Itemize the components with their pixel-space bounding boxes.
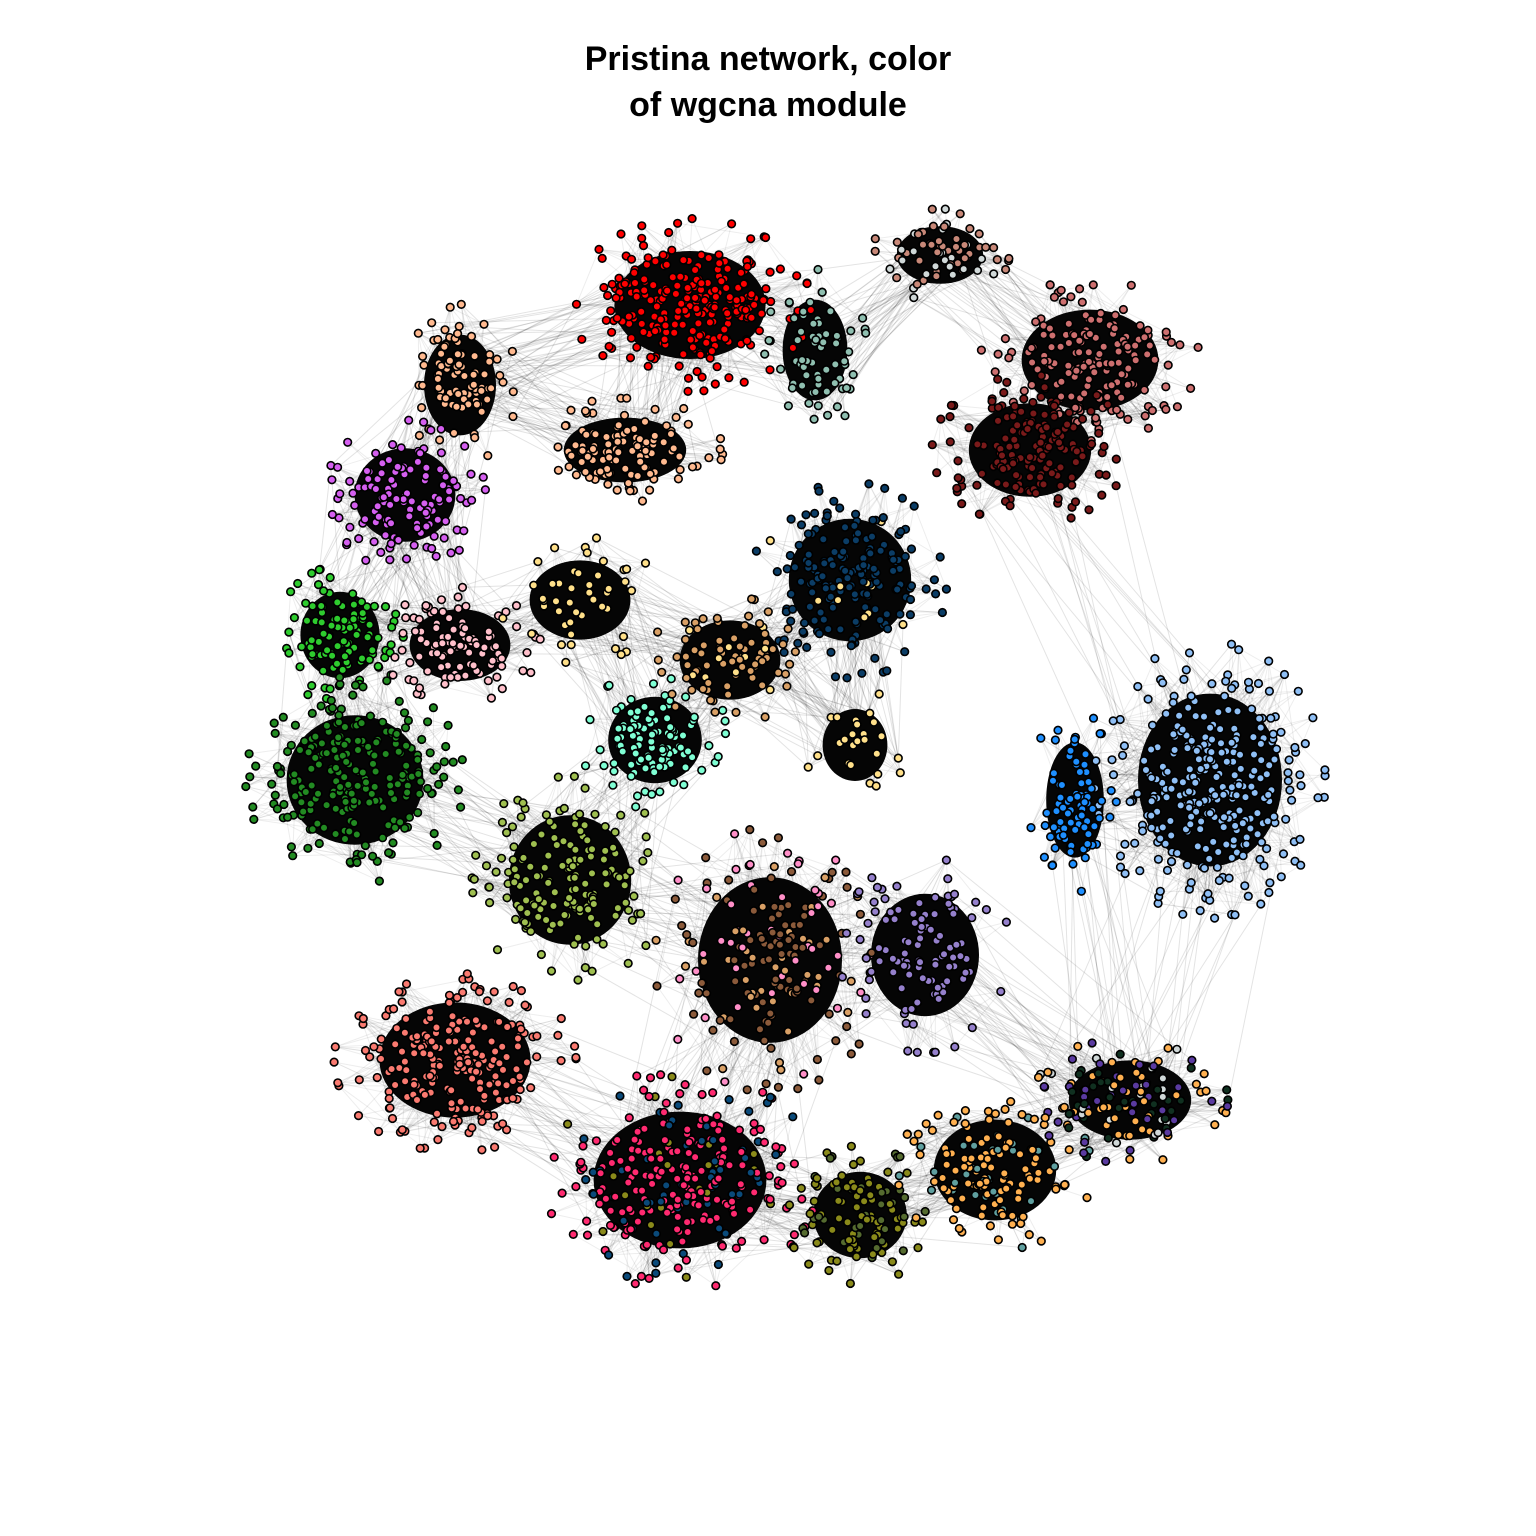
edge-3271	[293, 569, 320, 618]
edge-3160	[338, 492, 354, 519]
edge-1682	[1120, 387, 1191, 415]
edge-575	[625, 225, 643, 257]
edge-1996	[961, 486, 980, 515]
edge-1270	[1120, 405, 1165, 415]
edge-3561	[286, 591, 292, 649]
edge-3518	[288, 631, 301, 667]
chart-title: Pristina network, color of wgcna module	[0, 36, 1536, 128]
edge-241	[598, 248, 627, 257]
edge-933	[842, 332, 867, 389]
edge-2406	[460, 304, 514, 393]
edge-1634	[1079, 288, 1102, 314]
edge-3981	[565, 648, 616, 663]
edge-2787	[557, 412, 587, 448]
edge-1111	[874, 250, 918, 285]
edge-1348	[1095, 421, 1149, 429]
edge-358	[765, 288, 799, 312]
edge-1929	[1098, 404, 1109, 475]
edge-3938	[554, 547, 604, 562]
edge-1814	[936, 419, 942, 473]
edge-676	[769, 318, 791, 342]
edge-3517	[286, 603, 307, 649]
edge-1709	[1079, 288, 1116, 316]
edge-2541	[687, 424, 698, 467]
edge-227	[647, 365, 689, 392]
edge-1543	[1149, 345, 1199, 348]
edge-3944	[587, 552, 646, 564]
edge-1603	[1090, 364, 1169, 441]
edge-887	[768, 340, 793, 389]
edge-2028	[950, 405, 980, 515]
edge-197	[691, 218, 710, 259]
edge-4002	[603, 560, 646, 564]
chart-title-line-1: Pristina network, color	[584, 40, 952, 78]
edge-2784	[591, 397, 621, 402]
chart-title-line-2: of wgcna module	[629, 86, 907, 124]
edge-1280	[1095, 415, 1146, 423]
edge-3875	[392, 670, 428, 676]
edge-852	[817, 269, 866, 330]
edge-3474	[359, 657, 386, 681]
edge-3261	[311, 573, 314, 607]
edge-2771	[687, 424, 698, 467]
edge-2233	[417, 333, 420, 386]
edge-1866	[953, 378, 998, 406]
edge-2674	[675, 417, 722, 461]
edge-1596	[1127, 344, 1181, 420]
edge-458	[724, 237, 766, 262]
edge-2481	[457, 323, 485, 335]
edge-310	[602, 355, 649, 367]
edge-954	[764, 353, 789, 407]
edge-1095	[897, 208, 946, 243]
edge-85	[763, 236, 812, 311]
edge-673	[765, 288, 799, 312]
edge-597	[714, 310, 799, 385]
edge-3017	[443, 502, 468, 539]
edge-149	[724, 238, 752, 262]
edge-2901	[373, 541, 437, 557]
edge-2221	[449, 306, 485, 325]
edge-2899	[435, 502, 468, 557]
edge-3235	[408, 419, 472, 475]
edge-130	[576, 249, 600, 305]
edge-472	[710, 357, 771, 371]
edge-3142	[337, 467, 360, 539]
edge-395	[634, 225, 643, 270]
edge-3415	[305, 577, 331, 604]
edge-3965	[624, 562, 646, 583]
edge-3961	[554, 547, 604, 562]
edge-296	[716, 343, 742, 368]
edge-1285	[994, 318, 1042, 373]
edge-3903	[571, 636, 624, 646]
